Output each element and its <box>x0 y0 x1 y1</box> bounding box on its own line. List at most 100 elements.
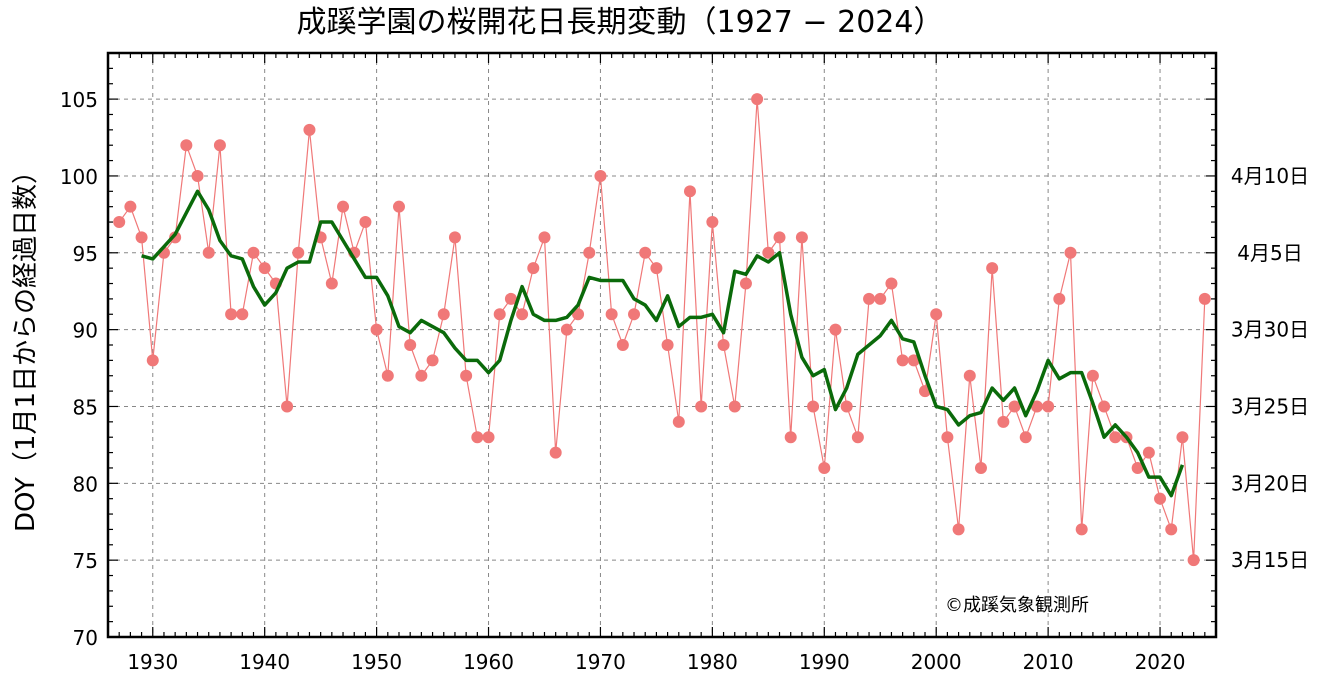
data-point <box>751 93 764 106</box>
observed-series-points <box>113 93 1211 567</box>
data-point <box>974 461 987 474</box>
data-point <box>1019 431 1032 444</box>
data-point <box>1098 400 1111 413</box>
data-point <box>1142 446 1155 459</box>
data-point <box>549 446 562 459</box>
data-point <box>1008 400 1021 413</box>
data-point <box>258 262 271 275</box>
data-point <box>807 400 820 413</box>
date-axis-label: 4月10日 <box>1231 164 1309 188</box>
data-point <box>191 169 204 182</box>
data-point <box>572 308 585 321</box>
data-point <box>583 246 596 259</box>
smoothed-series-line <box>141 189 1185 498</box>
data-point <box>337 200 350 213</box>
data-point <box>460 369 473 382</box>
data-point <box>695 400 708 413</box>
y-tick-label: 100 <box>60 165 98 189</box>
data-point <box>124 200 137 213</box>
data-point <box>303 123 316 136</box>
data-point <box>986 262 999 275</box>
y-tick-label: 70 <box>73 626 98 650</box>
date-axis-label: 4月5日 <box>1237 241 1302 265</box>
data-point <box>504 292 517 305</box>
data-point <box>202 246 215 259</box>
data-point <box>493 308 506 321</box>
data-point <box>1109 431 1122 444</box>
data-point <box>661 339 674 351</box>
credit-text: ©成蹊気象観測所 <box>945 595 1089 616</box>
data-point <box>605 308 618 321</box>
data-point <box>885 277 898 290</box>
data-point <box>325 277 338 290</box>
data-point <box>113 216 126 229</box>
data-point <box>225 308 238 321</box>
x-tick-label: 1990 <box>799 650 850 674</box>
data-point <box>404 339 417 351</box>
data-point <box>818 461 831 474</box>
data-point <box>1198 292 1211 305</box>
data-point <box>1165 523 1178 536</box>
x-tick-label: 1930 <box>127 650 178 674</box>
data-point <box>930 308 943 321</box>
data-point <box>437 308 450 321</box>
data-point <box>359 216 372 229</box>
data-point <box>683 185 696 198</box>
chart-title: 成蹊学園の桜開花日長期変動（1927 − 2024） <box>297 5 944 40</box>
data-point <box>762 246 775 259</box>
data-point <box>628 308 641 321</box>
data-point <box>594 169 607 182</box>
y-tick-label: 75 <box>73 549 98 573</box>
x-tick-label: 1960 <box>463 650 514 674</box>
data-point <box>717 339 730 351</box>
data-point <box>415 369 428 382</box>
data-point <box>1187 554 1200 567</box>
data-point <box>169 231 182 244</box>
x-tick-label: 1940 <box>239 650 290 674</box>
data-point <box>1086 369 1099 382</box>
data-point <box>471 431 484 444</box>
data-point <box>963 369 976 382</box>
data-point <box>527 262 540 275</box>
date-axis-label: 3月20日 <box>1231 471 1309 495</box>
data-point <box>773 231 786 244</box>
smoothed-line <box>141 189 1185 498</box>
data-point <box>896 354 909 367</box>
data-point <box>213 139 226 152</box>
data-point <box>1030 400 1043 413</box>
x-tick-label: 1980 <box>687 650 738 674</box>
y-tick-label: 85 <box>73 395 98 419</box>
y-tick-label: 95 <box>73 242 98 266</box>
data-point <box>739 277 752 290</box>
y-tick-label: 105 <box>60 88 98 112</box>
data-point <box>247 246 260 259</box>
data-point <box>784 431 797 444</box>
y-axis-label: DOY（1月1日からの経過日数） <box>11 158 41 532</box>
data-point <box>728 400 741 413</box>
y-axis-tick-labels: 70 75 80 85 90 95 100 105 <box>60 88 98 650</box>
date-axis-label: 3月30日 <box>1231 318 1309 342</box>
y-tick-label: 90 <box>73 319 98 343</box>
data-point <box>482 431 495 444</box>
y-tick-label: 80 <box>73 472 98 496</box>
data-point <box>650 262 663 275</box>
data-point <box>1064 246 1077 259</box>
data-point <box>292 246 305 259</box>
data-point <box>997 415 1010 428</box>
data-point <box>829 323 842 336</box>
data-point <box>236 308 249 321</box>
data-point <box>426 354 439 367</box>
data-point <box>851 431 864 444</box>
data-point <box>180 139 193 152</box>
data-point <box>874 292 887 305</box>
data-point <box>370 323 383 336</box>
date-axis-label: 3月25日 <box>1231 394 1309 418</box>
data-point <box>381 369 394 382</box>
data-point <box>516 308 529 321</box>
data-point <box>1131 461 1144 474</box>
data-point <box>1075 523 1088 536</box>
data-point <box>907 354 920 367</box>
data-point <box>1053 292 1066 305</box>
data-point <box>795 231 808 244</box>
data-point <box>146 354 159 367</box>
